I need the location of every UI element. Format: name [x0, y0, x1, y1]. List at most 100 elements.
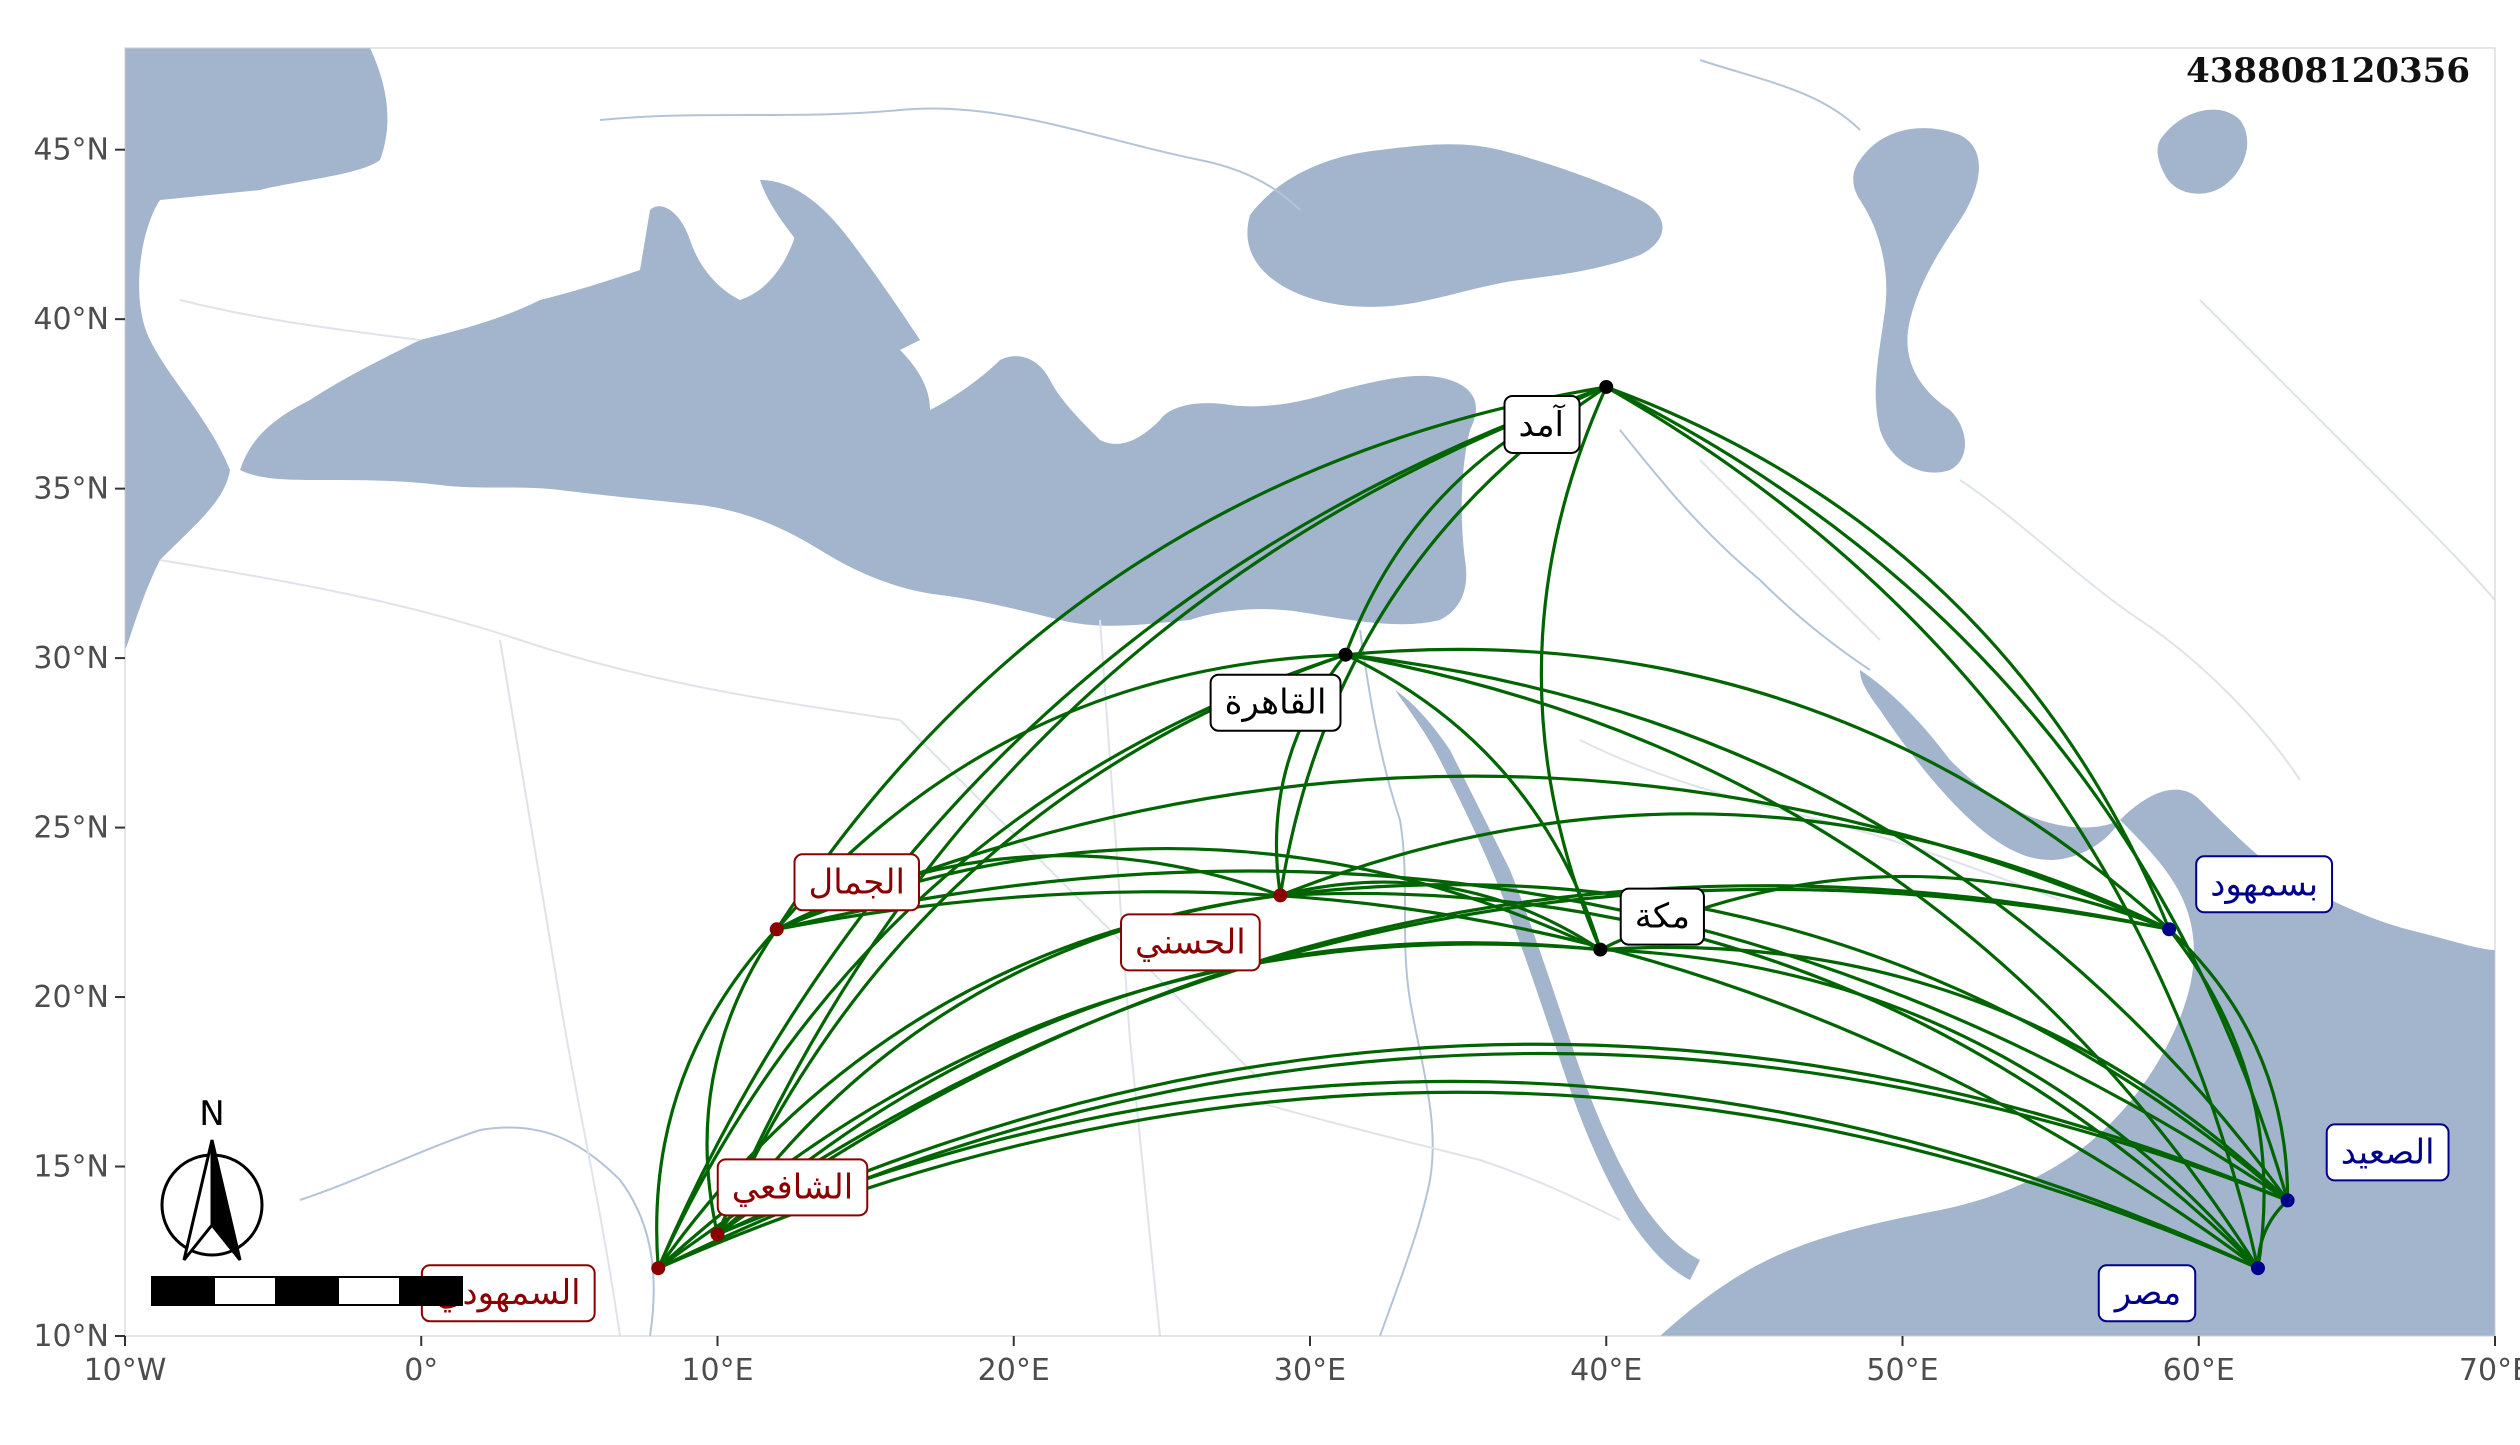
y-tick-label: 45°N [33, 133, 109, 168]
place-label-box [1503, 394, 1581, 454]
place-labels: السمهوديالشافعيالجمالالحسنيآمدالقاهرةمكة… [420, 394, 2450, 1323]
country-borders [159, 299, 2495, 1336]
atlantic-ocean [125, 48, 388, 650]
place-label-hasani: الحسني [1120, 913, 1261, 972]
y-tick-label: 20°N [33, 980, 109, 1015]
place-label-text: القاهرة [1225, 683, 1327, 723]
border-line [159, 559, 901, 721]
border-line [1099, 619, 1161, 1336]
place-label-box [2325, 1123, 2450, 1182]
north-arrow-letter: N [199, 1094, 224, 1134]
scale-bar-segment [213, 1276, 277, 1306]
route-line [1605, 385, 2290, 1201]
route-line [716, 893, 1281, 1236]
route-line [2168, 928, 2290, 1201]
niger-river [299, 1126, 655, 1336]
route-line [775, 385, 1607, 931]
volga-river [1699, 59, 1861, 131]
border-line [1249, 1099, 1621, 1221]
red-sea [1395, 690, 1700, 1280]
route-line [716, 941, 1601, 1236]
route-line [705, 928, 779, 1235]
euphrates-river [1619, 429, 1871, 671]
place-point-basmahud [2162, 922, 2177, 937]
route-line [1600, 948, 2260, 1270]
rivers [299, 59, 1871, 1336]
route-line [655, 928, 778, 1269]
route-line [776, 869, 2289, 1202]
place-label-basmahud: بسمهود [2195, 855, 2334, 914]
route-line [1600, 945, 2289, 1202]
route-line [657, 1090, 2259, 1270]
route-line [1345, 653, 2260, 1270]
y-tick-label: 25°N [33, 811, 109, 846]
persian-gulf [1860, 670, 2120, 860]
border-line [1959, 479, 2301, 781]
x-tick-label: 0° [404, 1353, 438, 1388]
x-axis: 10°W 0° 10°E 20°E 30°E 40°E 50°E 60°E 70°E [84, 1336, 2520, 1388]
caspian-sea [1853, 128, 1979, 473]
place-label-text: مصر [2113, 1273, 2181, 1313]
x-tick-label: 50°E [1866, 1353, 1938, 1388]
border-line [899, 719, 1261, 1081]
route-line [1279, 812, 2170, 931]
border-line [499, 639, 621, 1336]
y-tick-label: 35°N [33, 472, 109, 507]
place-points [651, 379, 2295, 1276]
x-tick-label: 40°E [1570, 1353, 1642, 1388]
place-label-box [1619, 887, 1705, 946]
place-label-misr: مصر [2097, 1264, 2197, 1323]
place-label-box [716, 1158, 869, 1217]
border-line [1579, 739, 2061, 901]
place-point-misr [2251, 1261, 2265, 1276]
map-panel [125, 48, 2495, 1336]
place-label-box [1209, 673, 1342, 732]
y-tick-label: 30°N [33, 641, 109, 676]
place-label-text: الشافعي [732, 1167, 854, 1207]
route-line [2256, 1199, 2289, 1269]
scale-bar-segment [337, 1276, 401, 1306]
place-label-text: الحسني [1135, 922, 1246, 962]
route-line [1345, 647, 2171, 931]
place-label-amad: آمد [1503, 394, 1581, 454]
nile-river [1359, 629, 1434, 1336]
place-point-hasani [1273, 888, 1288, 903]
north-arrow-icon: N [160, 1094, 264, 1261]
y-axis: 10°N 15°N 20°N 25°N 30°N 35°N 40°N 45°N [33, 133, 125, 1354]
route-line [1605, 385, 2171, 930]
black-sea [1247, 144, 1663, 307]
route-line [657, 887, 2170, 1270]
mediterranean-sea [240, 206, 1476, 626]
place-label-text: الجمال [809, 862, 905, 902]
place-label-text: بسمهود [2210, 864, 2318, 904]
place-label-shafii: الشافعي [716, 1158, 869, 1217]
place-label-mecca: مكة [1619, 887, 1705, 946]
place-label-box [1120, 913, 1261, 972]
y-tick-label: 10°N [33, 1319, 109, 1354]
scale-bar-segment [275, 1276, 339, 1306]
scale-bar-segment [399, 1276, 463, 1306]
route-line [657, 1051, 2289, 1270]
place-label-cairo: القاهرة [1209, 673, 1342, 732]
place-label-box [2097, 1264, 2197, 1323]
route-line [1280, 891, 2260, 1270]
place-point-cairo [1338, 647, 1353, 662]
route-line [1344, 653, 1602, 951]
route-line [1280, 883, 2289, 1202]
route-line [656, 385, 1607, 1269]
place-label-text: آمد [1518, 404, 1565, 445]
place-point-saeed [2280, 1193, 2295, 1208]
scale-bar-segment [151, 1276, 215, 1306]
map-id-code: 438808120356 [2186, 51, 2470, 91]
x-tick-label: 70°E [2459, 1353, 2520, 1388]
place-point-samhudi [651, 1261, 666, 1276]
place-label-text: الصعيد [2341, 1132, 2435, 1172]
place-label-box [793, 853, 920, 912]
aral-sea [2157, 109, 2248, 194]
route-line [1539, 386, 1608, 951]
x-tick-label: 20°E [978, 1353, 1050, 1388]
place-label-box [2195, 855, 2334, 914]
place-point-shafii [710, 1227, 725, 1242]
y-tick-label: 40°N [33, 302, 109, 337]
